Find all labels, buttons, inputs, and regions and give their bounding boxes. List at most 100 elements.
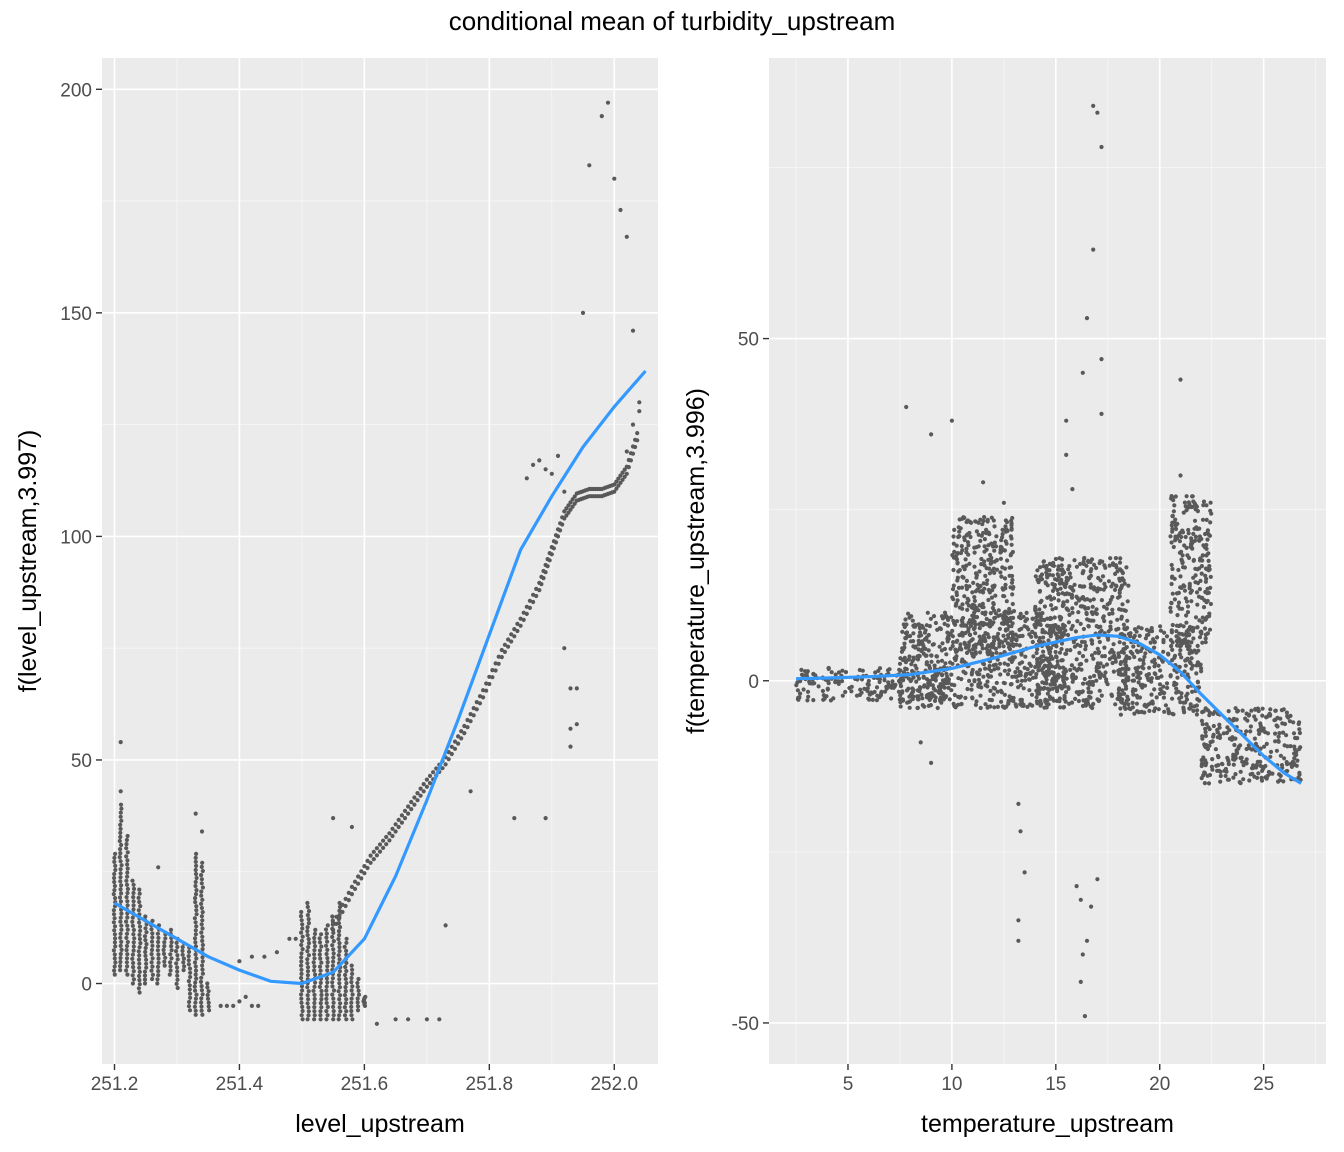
data-point bbox=[614, 486, 619, 491]
data-point bbox=[1075, 642, 1080, 647]
data-point bbox=[1037, 577, 1042, 583]
data-point bbox=[186, 962, 191, 967]
data-point bbox=[352, 879, 358, 884]
data-point bbox=[562, 516, 567, 521]
data-point bbox=[1121, 650, 1126, 655]
data-point bbox=[200, 938, 205, 944]
data-point bbox=[1178, 473, 1183, 478]
data-point bbox=[995, 666, 1000, 671]
data-point bbox=[137, 936, 142, 942]
data-point bbox=[199, 881, 204, 886]
data-point bbox=[865, 682, 870, 687]
data-point bbox=[349, 824, 354, 830]
data-point bbox=[1073, 696, 1078, 702]
data-point bbox=[199, 1008, 204, 1013]
data-point bbox=[1028, 671, 1033, 677]
data-point bbox=[1217, 735, 1223, 741]
data-point bbox=[1089, 557, 1095, 562]
data-point bbox=[981, 633, 986, 639]
data-point bbox=[1051, 678, 1056, 683]
data-point bbox=[1119, 692, 1124, 697]
data-point bbox=[1122, 658, 1127, 664]
data-point bbox=[312, 964, 317, 969]
data-point bbox=[362, 864, 367, 869]
data-point bbox=[987, 571, 993, 576]
data-point bbox=[142, 981, 148, 986]
data-point bbox=[175, 957, 180, 962]
data-point bbox=[977, 569, 982, 574]
data-point bbox=[186, 979, 191, 984]
data-point bbox=[984, 581, 989, 587]
data-point bbox=[325, 947, 330, 953]
data-point bbox=[986, 597, 991, 603]
data-point bbox=[331, 1004, 336, 1010]
data-point bbox=[1080, 571, 1085, 576]
data-point bbox=[620, 470, 625, 475]
data-point bbox=[337, 933, 342, 938]
data-point bbox=[143, 914, 148, 919]
data-point bbox=[972, 625, 977, 631]
data-point bbox=[1124, 698, 1129, 703]
data-point bbox=[1079, 639, 1085, 645]
data-point bbox=[932, 698, 938, 704]
data-point bbox=[1154, 695, 1159, 700]
data-point bbox=[635, 431, 640, 436]
data-point bbox=[807, 679, 812, 684]
data-point bbox=[118, 935, 123, 940]
data-point bbox=[350, 1017, 355, 1022]
data-point bbox=[1037, 607, 1042, 612]
data-point bbox=[1037, 656, 1043, 661]
data-point bbox=[1042, 685, 1047, 691]
data-point bbox=[1085, 701, 1090, 706]
data-point bbox=[365, 865, 370, 871]
data-point bbox=[200, 971, 205, 976]
data-point bbox=[1057, 665, 1062, 670]
data-point bbox=[199, 877, 204, 882]
data-point bbox=[980, 610, 985, 616]
data-point bbox=[1055, 587, 1060, 593]
data-point bbox=[193, 871, 199, 877]
data-point bbox=[985, 679, 990, 684]
data-point bbox=[399, 820, 404, 825]
data-point bbox=[919, 648, 924, 654]
data-point bbox=[968, 632, 973, 638]
data-point bbox=[980, 646, 985, 651]
data-point bbox=[987, 566, 992, 571]
data-point bbox=[982, 544, 987, 549]
data-point bbox=[1045, 691, 1050, 696]
data-point bbox=[1081, 698, 1086, 703]
data-point bbox=[324, 951, 329, 957]
data-point bbox=[985, 622, 990, 627]
data-point bbox=[161, 951, 167, 957]
data-point bbox=[1181, 700, 1186, 705]
data-point bbox=[1297, 730, 1302, 736]
data-point bbox=[527, 605, 533, 611]
data-point bbox=[499, 655, 504, 660]
data-point bbox=[194, 851, 199, 857]
data-point bbox=[1124, 678, 1129, 683]
data-point bbox=[599, 114, 604, 119]
data-point bbox=[998, 672, 1003, 677]
data-point bbox=[1141, 661, 1146, 666]
data-point bbox=[1191, 531, 1196, 537]
data-point bbox=[885, 668, 891, 673]
data-point bbox=[337, 925, 343, 930]
data-point bbox=[974, 545, 979, 550]
data-point bbox=[1035, 700, 1040, 705]
data-point bbox=[1185, 553, 1190, 558]
data-point bbox=[1041, 559, 1046, 564]
data-point bbox=[1057, 699, 1062, 704]
data-point bbox=[983, 573, 988, 579]
data-point bbox=[421, 782, 426, 787]
data-point bbox=[1059, 686, 1064, 691]
data-point bbox=[973, 642, 978, 647]
data-point bbox=[1031, 654, 1036, 659]
data-point bbox=[1019, 697, 1024, 702]
data-point bbox=[993, 662, 998, 667]
data-point bbox=[193, 964, 198, 969]
data-point bbox=[1098, 587, 1103, 592]
data-point bbox=[1086, 558, 1091, 564]
data-point bbox=[1204, 503, 1209, 508]
data-point bbox=[175, 944, 180, 950]
data-point bbox=[1035, 659, 1040, 664]
